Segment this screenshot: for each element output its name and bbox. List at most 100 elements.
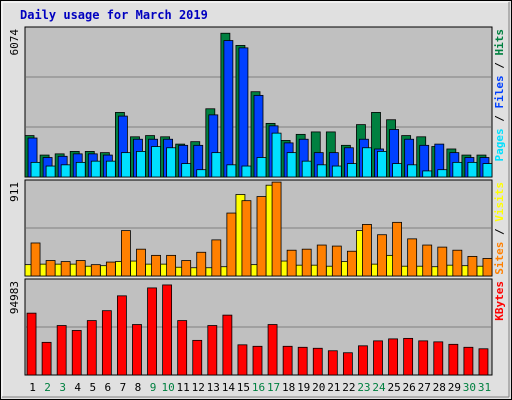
bar-kbytes-11 bbox=[177, 320, 188, 376]
bar-sites-18 bbox=[286, 249, 297, 277]
bar-pages-20 bbox=[316, 164, 327, 178]
x-tick-label: 8 bbox=[135, 381, 142, 394]
bar-sites-24 bbox=[377, 234, 387, 277]
bar-pages-24 bbox=[377, 151, 387, 178]
bar-pages-3 bbox=[60, 164, 71, 178]
bar-pages-21 bbox=[331, 165, 342, 178]
x-tick-label: 30 bbox=[463, 381, 476, 394]
bar-kbytes-5 bbox=[86, 320, 97, 376]
bar-files-14 bbox=[223, 40, 234, 178]
bar-sites-31 bbox=[482, 258, 493, 277]
panel-2: 911 Sites / Visits bbox=[8, 179, 506, 277]
bar-kbytes-9 bbox=[147, 287, 157, 376]
bar-pages-7 bbox=[121, 152, 131, 178]
bar-sites-6 bbox=[105, 261, 116, 277]
bar-kbytes-27 bbox=[418, 340, 429, 376]
x-tick-label: 5 bbox=[89, 381, 96, 394]
x-tick-label: 10 bbox=[161, 381, 174, 394]
x-tick-label: 15 bbox=[237, 381, 250, 394]
bar-pages-26 bbox=[407, 164, 418, 178]
bar-sites-14 bbox=[226, 212, 237, 277]
chart-title: Daily usage for March 2019 bbox=[20, 8, 208, 22]
x-tick-label: 19 bbox=[297, 381, 310, 394]
bar-pages-15 bbox=[241, 165, 252, 178]
bar-sites-11 bbox=[181, 260, 192, 277]
bar-sites-12 bbox=[196, 251, 207, 277]
bar-sites-2 bbox=[45, 260, 56, 277]
bar-pages-12 bbox=[196, 169, 207, 178]
bar-sites-10 bbox=[166, 254, 177, 277]
bar-kbytes-26 bbox=[403, 337, 414, 376]
x-tick-label: 17 bbox=[267, 381, 280, 394]
bar-sites-3 bbox=[60, 261, 71, 277]
bar-pages-9 bbox=[151, 146, 161, 178]
bar-sites-21 bbox=[331, 245, 342, 277]
x-axis-tick-labels: 1 2 3 4 5 6 7 8 9 10 11 12 13 14 15 16 17 18 19 20 21 22 23 24 2… bbox=[29, 381, 491, 394]
bar-kbytes-31 bbox=[478, 348, 489, 376]
bar-pages-23 bbox=[362, 147, 372, 178]
bar-kbytes-10 bbox=[162, 284, 173, 376]
bar-pages-18 bbox=[286, 152, 297, 178]
x-tick-label: 11 bbox=[177, 381, 190, 394]
bar-pages-13 bbox=[211, 152, 222, 178]
bar-kbytes-1 bbox=[26, 312, 37, 376]
bar-kbytes-29 bbox=[448, 343, 459, 376]
series-kbytes bbox=[26, 284, 489, 376]
bar-pages-4 bbox=[75, 161, 86, 178]
y-max-label: 94983 bbox=[8, 281, 21, 314]
bar-pages-29 bbox=[452, 161, 463, 178]
bar-sites-8 bbox=[136, 248, 146, 277]
x-tick-label: 28 bbox=[433, 381, 446, 394]
series-legend: Pages / Files / Hits bbox=[493, 29, 506, 162]
legend-entry: Files bbox=[493, 75, 506, 108]
bar-kbytes-28 bbox=[433, 341, 444, 376]
bar-kbytes-19 bbox=[297, 346, 308, 376]
bar-pages-6 bbox=[105, 160, 116, 178]
x-tick-label: 22 bbox=[342, 381, 355, 394]
x-tick-label: 13 bbox=[207, 381, 220, 394]
bar-pages-14 bbox=[226, 164, 237, 178]
bar-sites-29 bbox=[452, 249, 463, 277]
bar-sites-4 bbox=[75, 260, 86, 277]
bar-kbytes-16 bbox=[252, 345, 263, 376]
bar-kbytes-24 bbox=[373, 340, 383, 376]
bar-kbytes-6 bbox=[101, 310, 112, 376]
bar-kbytes-3 bbox=[56, 325, 67, 376]
x-tick-label: 23 bbox=[357, 381, 370, 394]
bar-kbytes-30 bbox=[463, 346, 474, 376]
x-tick-label: 1 bbox=[29, 381, 36, 394]
bar-sites-9 bbox=[151, 254, 161, 277]
x-tick-label: 25 bbox=[387, 381, 400, 394]
bar-sites-30 bbox=[467, 255, 478, 277]
bar-sites-17 bbox=[271, 181, 282, 277]
x-tick-label: 21 bbox=[327, 381, 340, 394]
bar-sites-7 bbox=[121, 230, 131, 277]
panel-1: 6074 Pages / Files / Hits bbox=[8, 26, 506, 178]
legend-entry: Visits bbox=[493, 182, 506, 222]
bar-sites-19 bbox=[301, 248, 312, 277]
bar-pages-5 bbox=[90, 160, 101, 178]
x-tick-label: 2 bbox=[44, 381, 51, 394]
bar-files-15 bbox=[238, 47, 249, 178]
bar-kbytes-18 bbox=[282, 345, 293, 376]
bar-sites-16 bbox=[256, 196, 267, 277]
bar-pages-19 bbox=[301, 160, 312, 178]
bar-sites-13 bbox=[211, 239, 222, 277]
x-tick-label: 26 bbox=[403, 381, 416, 394]
bar-kbytes-20 bbox=[312, 347, 323, 376]
y-max-label: 6074 bbox=[8, 29, 21, 56]
legend-entry: Pages bbox=[493, 128, 506, 161]
bar-pages-1 bbox=[30, 161, 41, 178]
bar-kbytes-2 bbox=[41, 341, 52, 376]
y-max-label: 911 bbox=[8, 182, 21, 202]
bar-pages-16 bbox=[256, 157, 267, 178]
x-tick-label: 7 bbox=[120, 381, 127, 394]
series-legend: Sites / Visits bbox=[493, 182, 506, 275]
bar-sites-22 bbox=[346, 250, 357, 277]
bar-pages-22 bbox=[346, 163, 357, 178]
x-tick-label: 20 bbox=[312, 381, 325, 394]
chart-panels: 6074 Pages / Files / Hits 911 Sites / Visit… bbox=[8, 26, 506, 376]
x-tick-label: 31 bbox=[478, 381, 491, 394]
bar-kbytes-17 bbox=[267, 324, 278, 376]
bar-pages-8 bbox=[136, 151, 146, 178]
